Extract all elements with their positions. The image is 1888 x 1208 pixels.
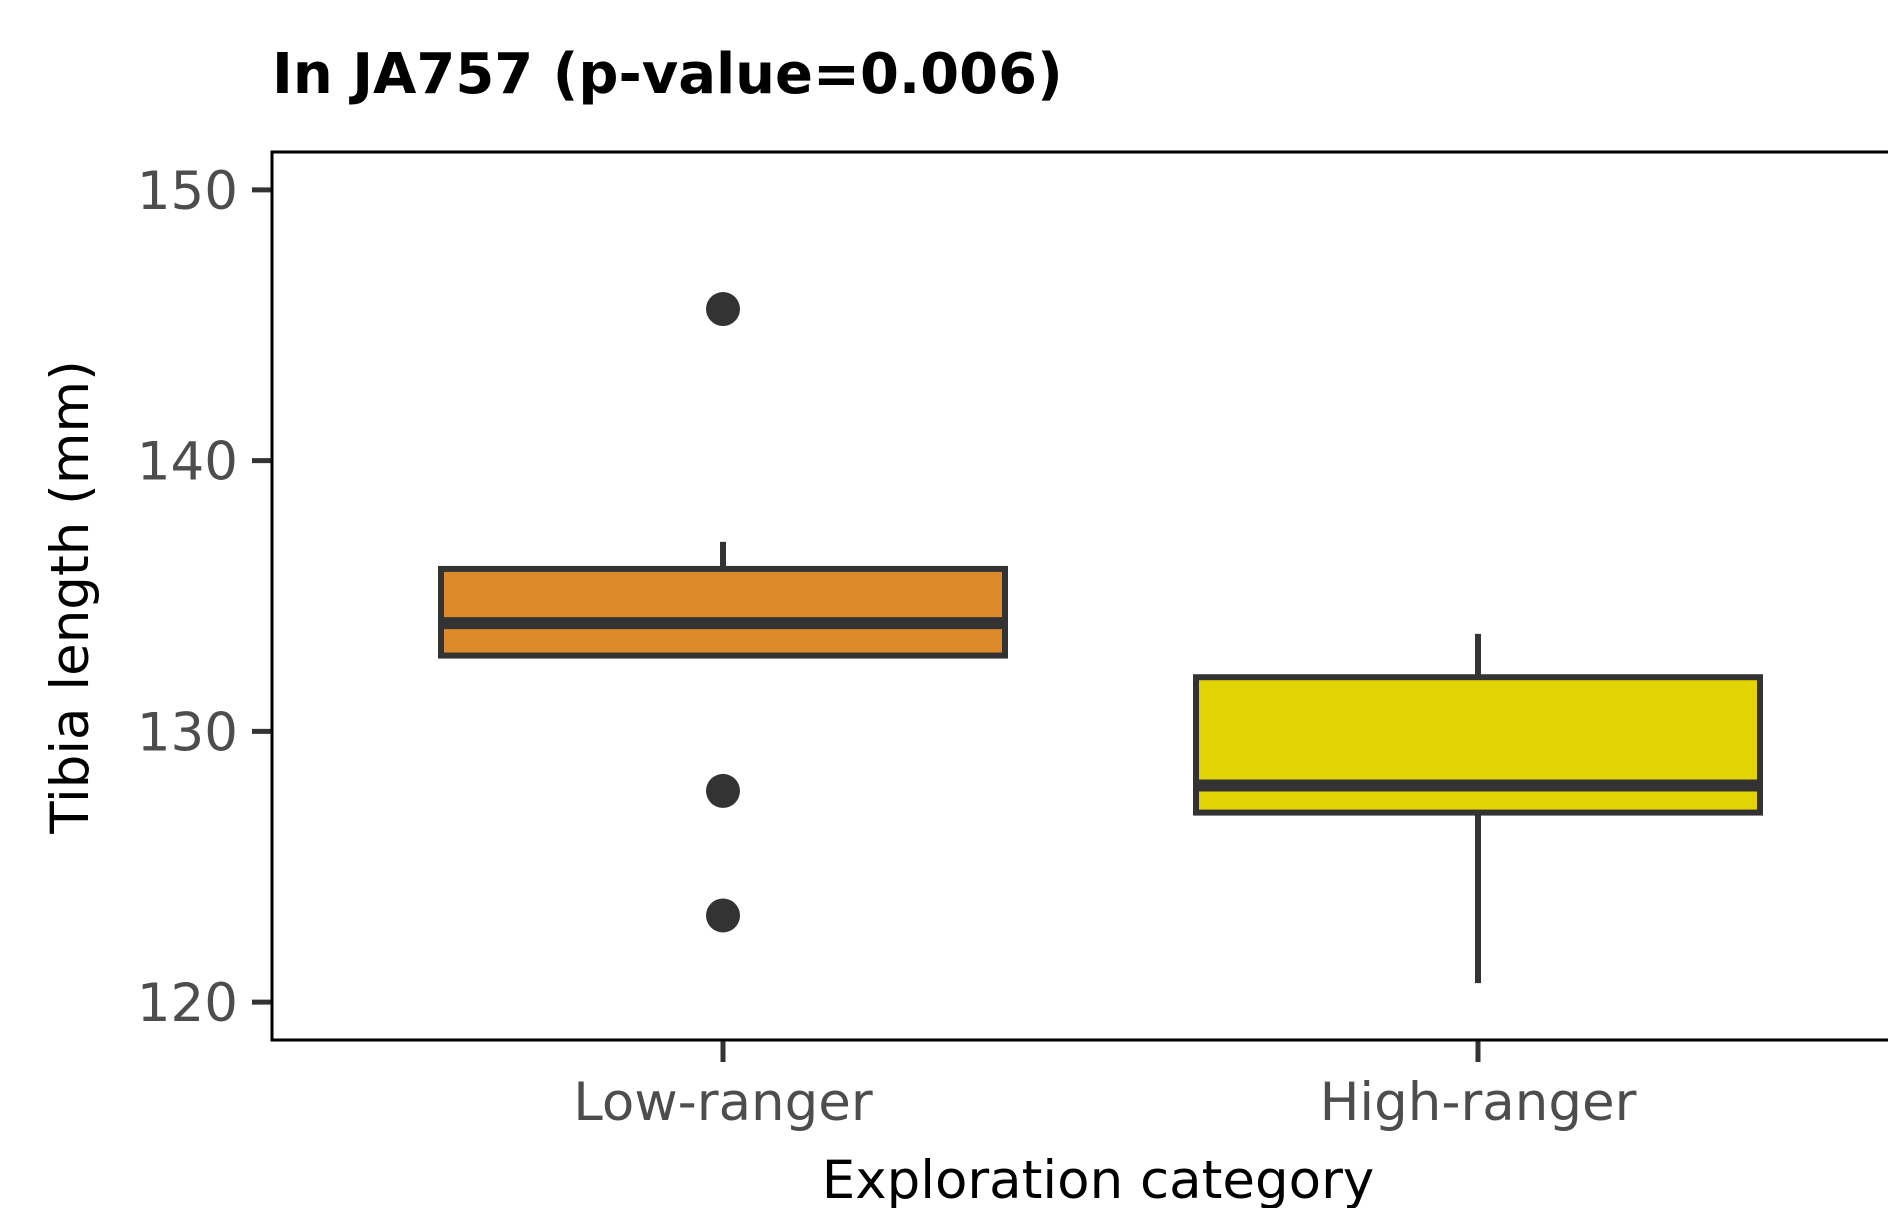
boxes [438,292,1763,984]
x-tick-label: High-ranger [1320,1072,1637,1133]
y-tick-label: 140 [137,432,238,493]
chart-title: In JA757 (p-value=0.006) [272,42,1063,107]
iqr-box [1193,674,1763,816]
box-group-low-ranger [438,292,1008,933]
y-tick-label: 120 [137,973,238,1034]
outlier-point [706,898,740,933]
outlier-point [706,292,740,327]
box-group-high-ranger [1193,633,1763,984]
y-tick-label: 150 [137,161,238,222]
outlier-point [706,773,740,808]
x-tick-label: Low-ranger [573,1072,873,1133]
y-tick-label: 130 [137,702,238,763]
y-axis: 120 130 140 150 [137,161,272,1034]
iqr-box [438,565,1008,659]
x-axis: Low-ranger High-ranger [573,1040,1637,1133]
y-axis-title: Tibia length (mm) [40,360,101,835]
plot-frame [270,150,1888,1042]
x-axis-title: Exploration category [822,1150,1375,1208]
